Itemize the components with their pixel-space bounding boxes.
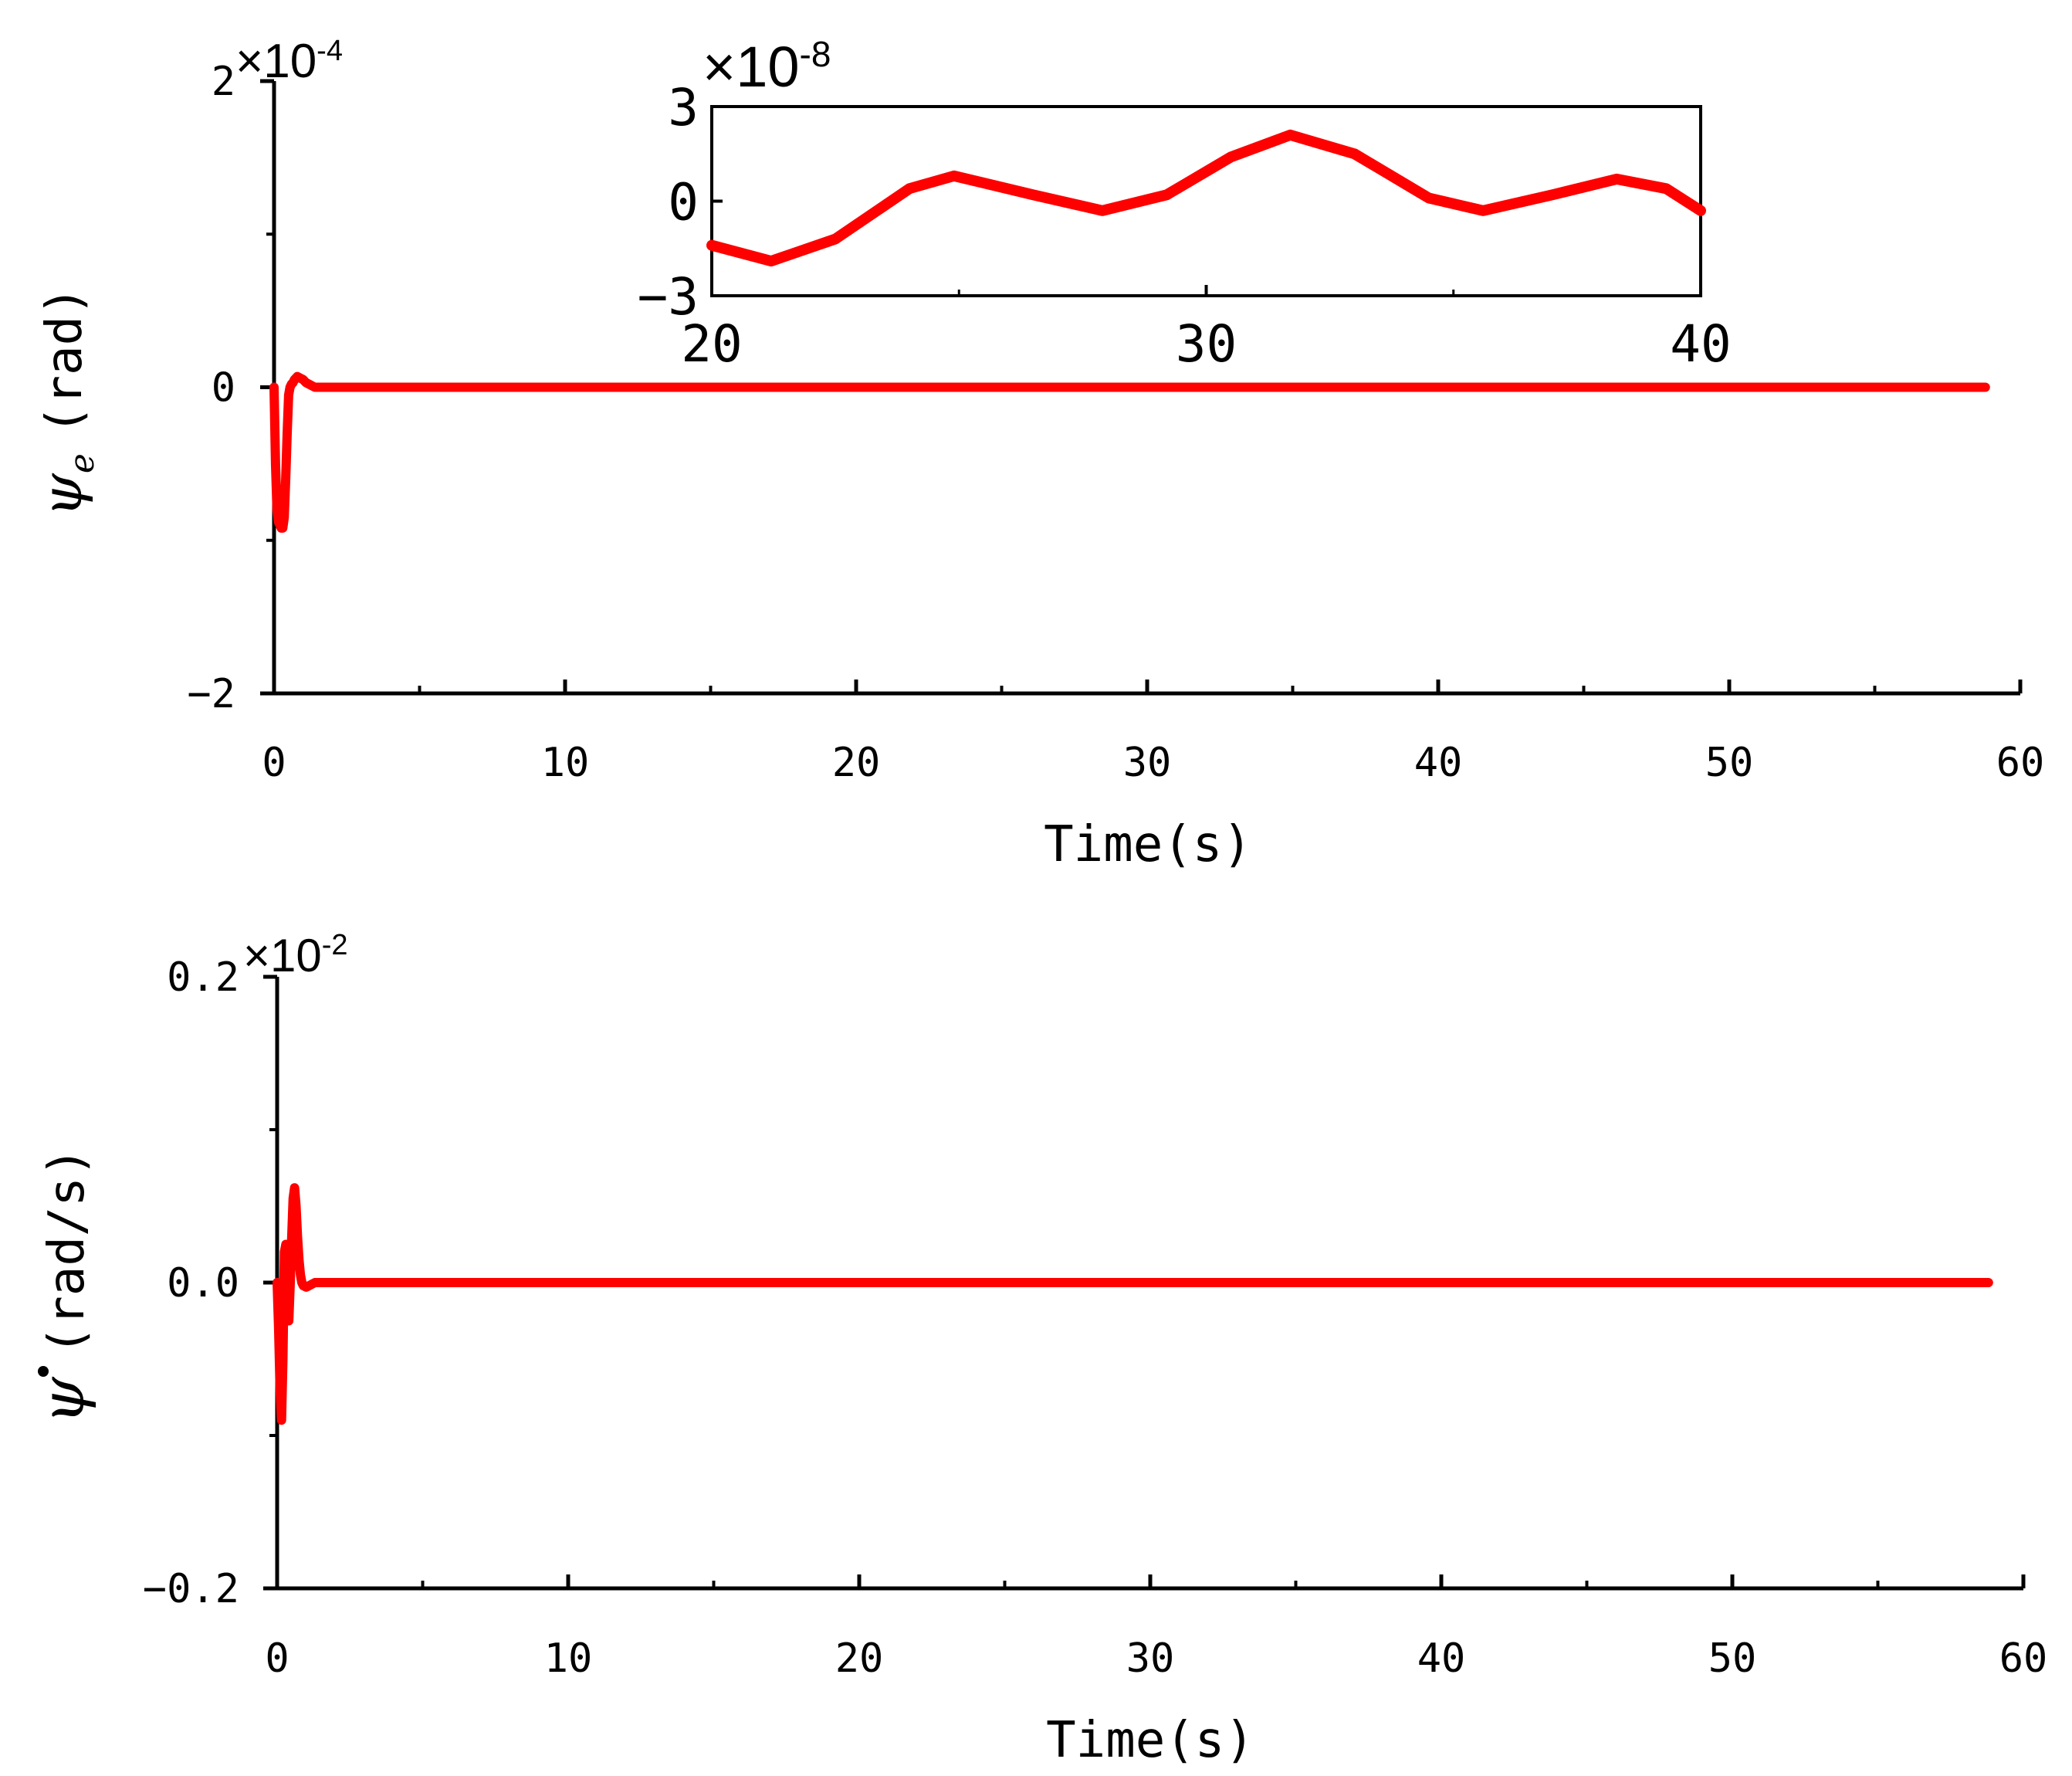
bottom-series bbox=[273, 1183, 1993, 1425]
bottom-y-tick-labels: −0.2 0.0 0.2 bbox=[143, 954, 239, 1612]
x-tick-label: 40 bbox=[1417, 1635, 1466, 1682]
top-ylabel-subscript: e bbox=[63, 453, 102, 473]
svg-text:ψe(rad): ψe (rad) bbox=[29, 286, 102, 517]
series-line bbox=[273, 1183, 1993, 1425]
inset-y-multiplier: ×10-8 bbox=[703, 34, 831, 99]
top-x-tick-labels: 0 10 20 30 40 50 60 bbox=[262, 740, 2044, 786]
inset-x-tick-label: 40 bbox=[1670, 314, 1731, 374]
top-series bbox=[269, 371, 1990, 533]
top-ylabel-unit: (rad) bbox=[36, 286, 93, 435]
inset-axis-ticks bbox=[710, 105, 1702, 297]
inset-x-tick-label: 20 bbox=[681, 314, 742, 374]
x-tick-label: 20 bbox=[835, 1635, 884, 1682]
y-tick-label: 0.0 bbox=[167, 1260, 239, 1307]
bottom-ylabel-symbol: ψ bbox=[29, 1376, 98, 1424]
y-tick-label: −2 bbox=[187, 671, 235, 717]
inset-x-tick-labels: 20 30 40 bbox=[681, 314, 1731, 374]
bottom-ylabel-dot bbox=[38, 1366, 49, 1377]
top-y-tick-labels: −2 0 2 bbox=[187, 59, 235, 717]
x-tick-label: 10 bbox=[544, 1635, 593, 1682]
inset-y-tick-label: 3 bbox=[668, 78, 699, 137]
bottom-x-axis-title: Time(s) bbox=[1046, 1712, 1254, 1769]
series-line bbox=[269, 371, 1990, 533]
inset-x-tick-label: 30 bbox=[1176, 314, 1237, 374]
bottom-axis-ticks bbox=[263, 974, 2026, 1591]
top-y-multiplier: ×10-4 bbox=[235, 35, 343, 88]
x-tick-label: 30 bbox=[1126, 1635, 1175, 1682]
top-x-axis-title: Time(s) bbox=[1044, 816, 1252, 873]
y-tick-label: 2 bbox=[212, 59, 235, 105]
x-tick-label: 50 bbox=[1708, 1635, 1757, 1682]
x-tick-label: 50 bbox=[1705, 740, 1754, 786]
top-ylabel-symbol: ψ bbox=[29, 473, 94, 517]
x-tick-label: 30 bbox=[1123, 740, 1172, 786]
top-chart: 0 10 20 30 40 50 60 −202 ×10-4 Time(s) ψe(rad)… bbox=[29, 34, 2044, 873]
x-tick-label: 0 bbox=[262, 740, 286, 786]
x-tick-label: 20 bbox=[832, 740, 881, 786]
x-tick-label: 10 bbox=[541, 740, 590, 786]
inset-y-tick-label: −3 bbox=[638, 267, 699, 327]
bottom-chart: 0 10 20 30 40 50 60 −0.2 0.0 0.2 ×10-2 Time(s) ψ… bbox=[29, 929, 2047, 1769]
inset-series-line bbox=[706, 129, 1706, 267]
y-tick-label: −0.2 bbox=[143, 1566, 239, 1612]
inset-chart: 20 30 40 −3 0 3 ×10-8 bbox=[638, 34, 1732, 374]
svg-text:ψ(rad/s): ψ (rad/s) bbox=[29, 1147, 98, 1425]
top-y-axis-title: ψe (rad) bbox=[29, 286, 102, 517]
inset-frame bbox=[710, 105, 1702, 297]
inset-series bbox=[706, 129, 1706, 267]
bottom-y-multiplier: ×10-2 bbox=[243, 929, 348, 981]
bottom-y-axis-title: ψ (rad/s) bbox=[29, 1147, 98, 1425]
x-tick-label: 40 bbox=[1414, 740, 1463, 786]
bottom-ylabel-unit: (rad/s) bbox=[39, 1147, 96, 1356]
inset-y-tick-labels: −3 0 3 bbox=[638, 78, 699, 327]
y-tick-label: 0 bbox=[212, 365, 235, 412]
x-tick-label: 60 bbox=[1996, 740, 2045, 786]
x-tick-label: 60 bbox=[1999, 1635, 2048, 1682]
x-tick-label: 0 bbox=[265, 1635, 289, 1682]
inset-y-tick-label: 0 bbox=[668, 173, 699, 232]
bottom-x-tick-labels: 0 10 20 30 40 50 60 bbox=[265, 1635, 2047, 1682]
y-tick-label: 0.2 bbox=[167, 954, 239, 1001]
